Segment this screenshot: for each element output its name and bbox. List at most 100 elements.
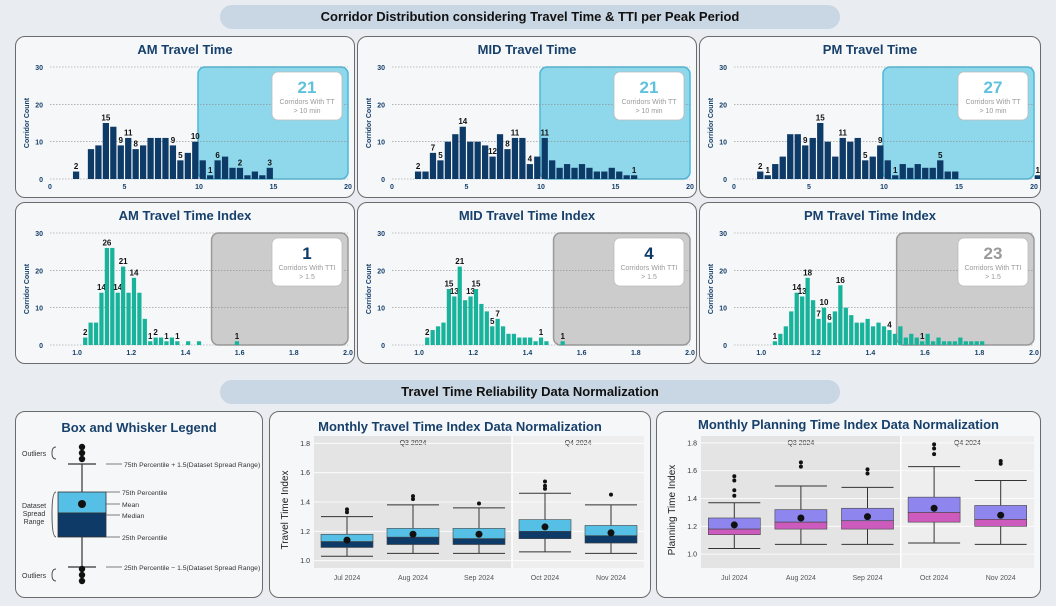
x-tick-label: 5: [465, 184, 469, 191]
box-lower: [841, 520, 894, 530]
bar-data-label: 1: [539, 328, 544, 337]
histogram-bar: [941, 341, 947, 345]
outlier-dot: [411, 494, 415, 499]
box-legend-diagram: Outliers Outliers Dataset Spread Range 7…: [22, 443, 260, 585]
badge-label: > 10 min: [635, 108, 662, 115]
histogram-bar: [425, 337, 430, 345]
y-tick-label: 10: [719, 140, 727, 147]
bar-data-label: 16: [836, 276, 845, 285]
bar-data-label: 5: [178, 151, 183, 160]
histogram-bar: [169, 337, 175, 345]
histogram-bar: [528, 337, 533, 345]
histogram-bar: [467, 141, 474, 179]
histogram-bar: [862, 160, 869, 179]
mid-tti-chart: 0 10 20 30 Corridor Count 1.0 1.2 1.4 1.6 1.8 2.0 2…: [366, 231, 695, 357]
histogram-bar: [236, 167, 244, 179]
x-tick-label: 1.6: [235, 350, 245, 357]
bar-data-label: 14: [458, 117, 467, 126]
histogram-bar: [147, 137, 154, 179]
bar-data-label: 6: [827, 313, 832, 322]
histogram-bar: [854, 322, 859, 345]
y-tick-label: 30: [35, 231, 43, 238]
outlier-dot: [78, 443, 86, 451]
bar-data-label: 1: [766, 166, 771, 175]
y-tick-label: 20: [719, 102, 727, 109]
badge-label: > 10 min: [979, 108, 1006, 115]
bar-data-label: 2: [83, 328, 88, 337]
panel-title: MID Travel Time: [477, 42, 577, 57]
panel-title: Monthly Travel Time Index Data Normaliza…: [318, 419, 602, 434]
histogram-bar: [560, 341, 565, 345]
histogram-bar: [952, 341, 958, 345]
panel-pm-travel-time: PM Travel Time 0 10 20 30 Corridor Count 0 5 10 1…: [699, 36, 1041, 198]
y-tick-label: 10: [35, 140, 43, 147]
histogram-bar: [952, 171, 959, 179]
count-badge: [613, 71, 685, 121]
legend-title: Box and Whisker Legend: [61, 420, 217, 435]
panel-am-tti: AM Travel Time Index 0 10 20 30 Corridor Coun…: [15, 202, 355, 364]
histogram-bar: [969, 341, 974, 345]
upper-fence-label: 75th Percentile + 1.5(Dataset Spread Ran…: [124, 462, 260, 469]
panel-title: AM Travel Time Index: [118, 208, 252, 223]
histogram-bar: [126, 292, 131, 345]
histogram-bar: [142, 318, 147, 345]
x-tick-label: Oct 2024: [531, 575, 560, 582]
histogram-bar: [244, 175, 251, 179]
histogram-bar: [207, 175, 214, 179]
histogram-bar: [519, 137, 526, 179]
bar-data-label: 13: [798, 287, 807, 296]
histogram-bar: [175, 341, 180, 345]
histogram-bar: [538, 337, 544, 345]
histogram-bar: [484, 311, 489, 345]
y-tick-label: 30: [35, 65, 43, 72]
panel-title: PM Travel Time Index: [804, 208, 936, 223]
bar-data-label: 21: [119, 257, 128, 266]
x-tick-label: 10: [880, 184, 888, 191]
outlier-dot: [932, 446, 937, 451]
outlier-dot: [78, 455, 86, 463]
bar-data-label: 21: [455, 257, 464, 266]
x-tick-label: 2.0: [685, 350, 695, 357]
histogram-bar: [131, 277, 137, 345]
histogram-bar: [104, 247, 109, 345]
y-tick-label: 1.4: [300, 500, 310, 507]
histogram-bar: [903, 337, 908, 345]
histogram-bar: [132, 149, 139, 179]
histogram-bar: [544, 341, 549, 345]
histogram-bar: [578, 164, 586, 179]
histogram-bar: [860, 322, 865, 345]
count-badge: [271, 71, 343, 121]
badge-label: > 10 min: [293, 108, 320, 115]
bar-data-label: 13: [466, 287, 475, 296]
histogram-bar: [526, 164, 533, 179]
histogram-bar: [909, 333, 914, 345]
histogram-bar: [877, 145, 884, 179]
histogram-bar: [110, 247, 115, 345]
y-tick-label: 20: [377, 268, 385, 275]
histogram-bar: [259, 175, 266, 179]
spread-bracket: [51, 491, 57, 538]
x-tick-label: Aug 2024: [786, 575, 816, 582]
x-tick-label: Sep 2024: [464, 575, 494, 582]
badge-label: Corridors With TT: [965, 99, 1021, 106]
mean-dot: [409, 530, 417, 538]
bar-data-label: 18: [803, 268, 812, 277]
x-tick-label: 0: [48, 184, 52, 191]
bar-data-label: 3: [268, 158, 273, 167]
y-tick-label: 30: [377, 65, 385, 72]
bar-data-label: 8: [133, 140, 138, 149]
histogram-bar: [865, 318, 870, 345]
histogram-bar: [500, 326, 506, 345]
panel-pm-tti: PM Travel Time Index 0 10 20 30 Corridor Coun…: [699, 202, 1041, 364]
bar-data-label: 14: [113, 283, 122, 292]
histogram-bar: [511, 333, 517, 345]
histogram-bar: [83, 337, 88, 345]
count-badge: [271, 237, 343, 287]
x-tick-label: 20: [1030, 184, 1038, 191]
mean-dot: [797, 514, 805, 522]
histogram-bar: [430, 330, 435, 345]
x-tick-label: Oct 2024: [920, 575, 949, 582]
y-axis-label: Corridor Count: [366, 97, 373, 148]
bar-data-label: 4: [887, 321, 892, 330]
